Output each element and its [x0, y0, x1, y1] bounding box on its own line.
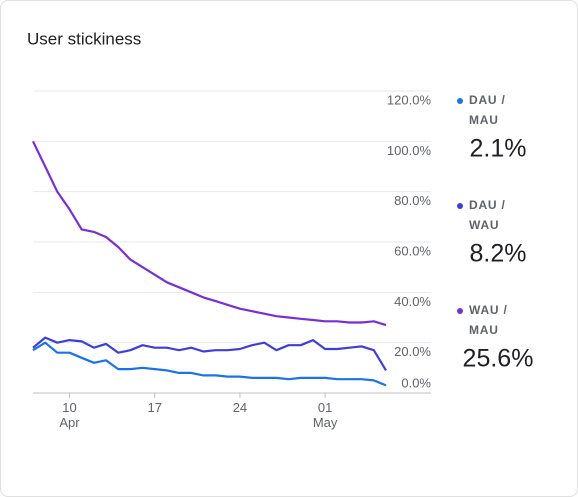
- legend-dot: [457, 98, 463, 104]
- series-line: [32, 140, 387, 327]
- series-line: [32, 341, 387, 387]
- summary-value: 2.1%: [470, 135, 527, 163]
- y-tick-label: 0.0%: [401, 375, 431, 390]
- y-tick-label: 60.0%: [394, 243, 431, 258]
- x-tick-label: 01 May: [313, 400, 338, 430]
- x-tick-label: 10 Apr: [59, 400, 80, 430]
- y-tick-label: 100.0%: [387, 143, 432, 158]
- series-line: [32, 336, 387, 371]
- y-tick-label: 80.0%: [394, 193, 431, 208]
- summary-value: 25.6%: [463, 345, 534, 373]
- legend-name: DAU / MAU: [469, 93, 506, 127]
- y-tick-label: 40.0%: [394, 294, 431, 309]
- y-tick-label: 20.0%: [394, 344, 431, 359]
- x-tick-label: 17: [147, 400, 161, 415]
- legend-dot: [457, 203, 463, 209]
- legend-name: DAU / WAU: [469, 198, 506, 232]
- x-tick-label: 24: [233, 400, 247, 415]
- legend-name: WAU / MAU: [469, 303, 508, 337]
- chart-title: User stickiness: [27, 29, 141, 48]
- legend-dot: [457, 308, 463, 314]
- summary-value: 8.2%: [470, 240, 527, 268]
- y-tick-label: 120.0%: [387, 92, 432, 107]
